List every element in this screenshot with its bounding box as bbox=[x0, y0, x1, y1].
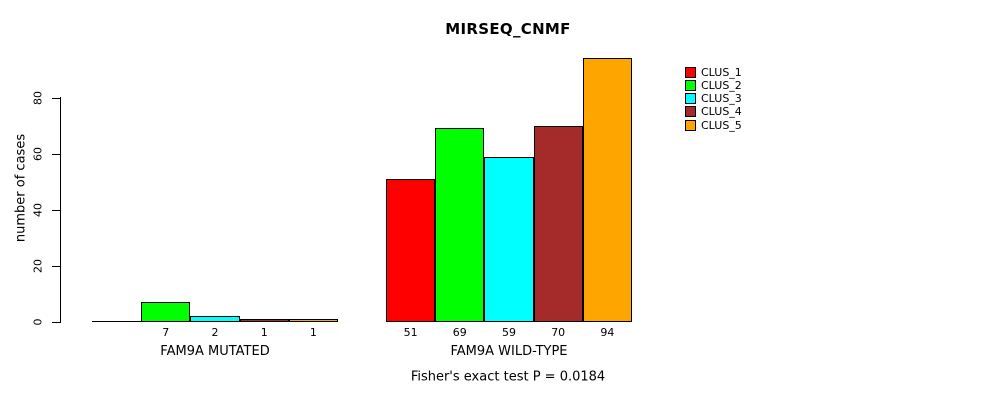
legend-label: CLUS_3 bbox=[701, 92, 742, 106]
y-axis-title: number of cases bbox=[13, 133, 29, 243]
bar-value-label: 51 bbox=[403, 326, 418, 339]
y-axis-tick-label: 0 bbox=[31, 318, 45, 326]
bar-CLUS_4 bbox=[239, 319, 289, 322]
legend-row: CLUS_1 bbox=[685, 66, 742, 79]
legend-label: CLUS_4 bbox=[701, 105, 742, 119]
bar-CLUS_2 bbox=[435, 128, 485, 322]
x-axis-group-label: FAM9A WILD-TYPE bbox=[450, 344, 568, 359]
legend-swatch-CLUS_3 bbox=[685, 93, 696, 105]
legend-swatch-CLUS_2 bbox=[685, 79, 696, 91]
bar-CLUS_4 bbox=[533, 125, 583, 322]
bar-value-label: 1 bbox=[309, 326, 317, 339]
legend-swatch-CLUS_1 bbox=[685, 66, 696, 78]
y-axis-line bbox=[60, 97, 61, 323]
legend-swatch-CLUS_5 bbox=[685, 119, 696, 131]
chart-title: MIRSEQ_CNMF bbox=[445, 20, 571, 38]
bar-value-label: 70 bbox=[551, 326, 566, 339]
legend-label: CLUS_2 bbox=[701, 78, 742, 92]
bar-CLUS_3 bbox=[190, 316, 240, 322]
bar-CLUS_3 bbox=[484, 156, 534, 322]
y-axis-tick-label: 20 bbox=[31, 258, 45, 273]
bar-CLUS_2 bbox=[141, 302, 191, 322]
y-axis-tick-label: 80 bbox=[31, 90, 45, 105]
bar-CLUS_5 bbox=[288, 319, 338, 322]
bar-value-label: 94 bbox=[600, 326, 615, 339]
legend-row: CLUS_3 bbox=[685, 92, 742, 105]
y-axis-tick bbox=[52, 209, 60, 211]
bar-CLUS_1 bbox=[386, 178, 436, 322]
bar-value-label: 1 bbox=[260, 326, 268, 339]
bar-CLUS_5 bbox=[582, 58, 632, 322]
bar-value-label: 2 bbox=[211, 326, 219, 339]
y-axis-tick bbox=[52, 322, 60, 323]
bar-value-label: 7 bbox=[162, 326, 170, 339]
legend-swatch-CLUS_4 bbox=[685, 106, 696, 118]
bar-value-label: 69 bbox=[452, 326, 467, 339]
y-axis-tick-label: 40 bbox=[31, 202, 45, 217]
legend-row: CLUS_4 bbox=[685, 105, 742, 118]
bar-CLUS_1-zero bbox=[92, 321, 143, 322]
bar-value-label: 59 bbox=[502, 326, 516, 339]
legend-row: CLUS_5 bbox=[685, 119, 742, 132]
legend-row: CLUS_2 bbox=[685, 79, 742, 92]
y-axis-tick bbox=[52, 153, 60, 155]
x-axis-group-label: FAM9A MUTATED bbox=[160, 344, 270, 359]
y-axis-tick-label: 60 bbox=[31, 146, 45, 161]
y-axis-tick bbox=[52, 265, 60, 267]
y-axis-tick bbox=[52, 97, 60, 99]
legend-label: CLUS_5 bbox=[701, 118, 742, 132]
legend-label: CLUS_1 bbox=[701, 65, 742, 79]
fisher-test-caption: Fisher's exact test P = 0.0184 bbox=[410, 369, 606, 385]
